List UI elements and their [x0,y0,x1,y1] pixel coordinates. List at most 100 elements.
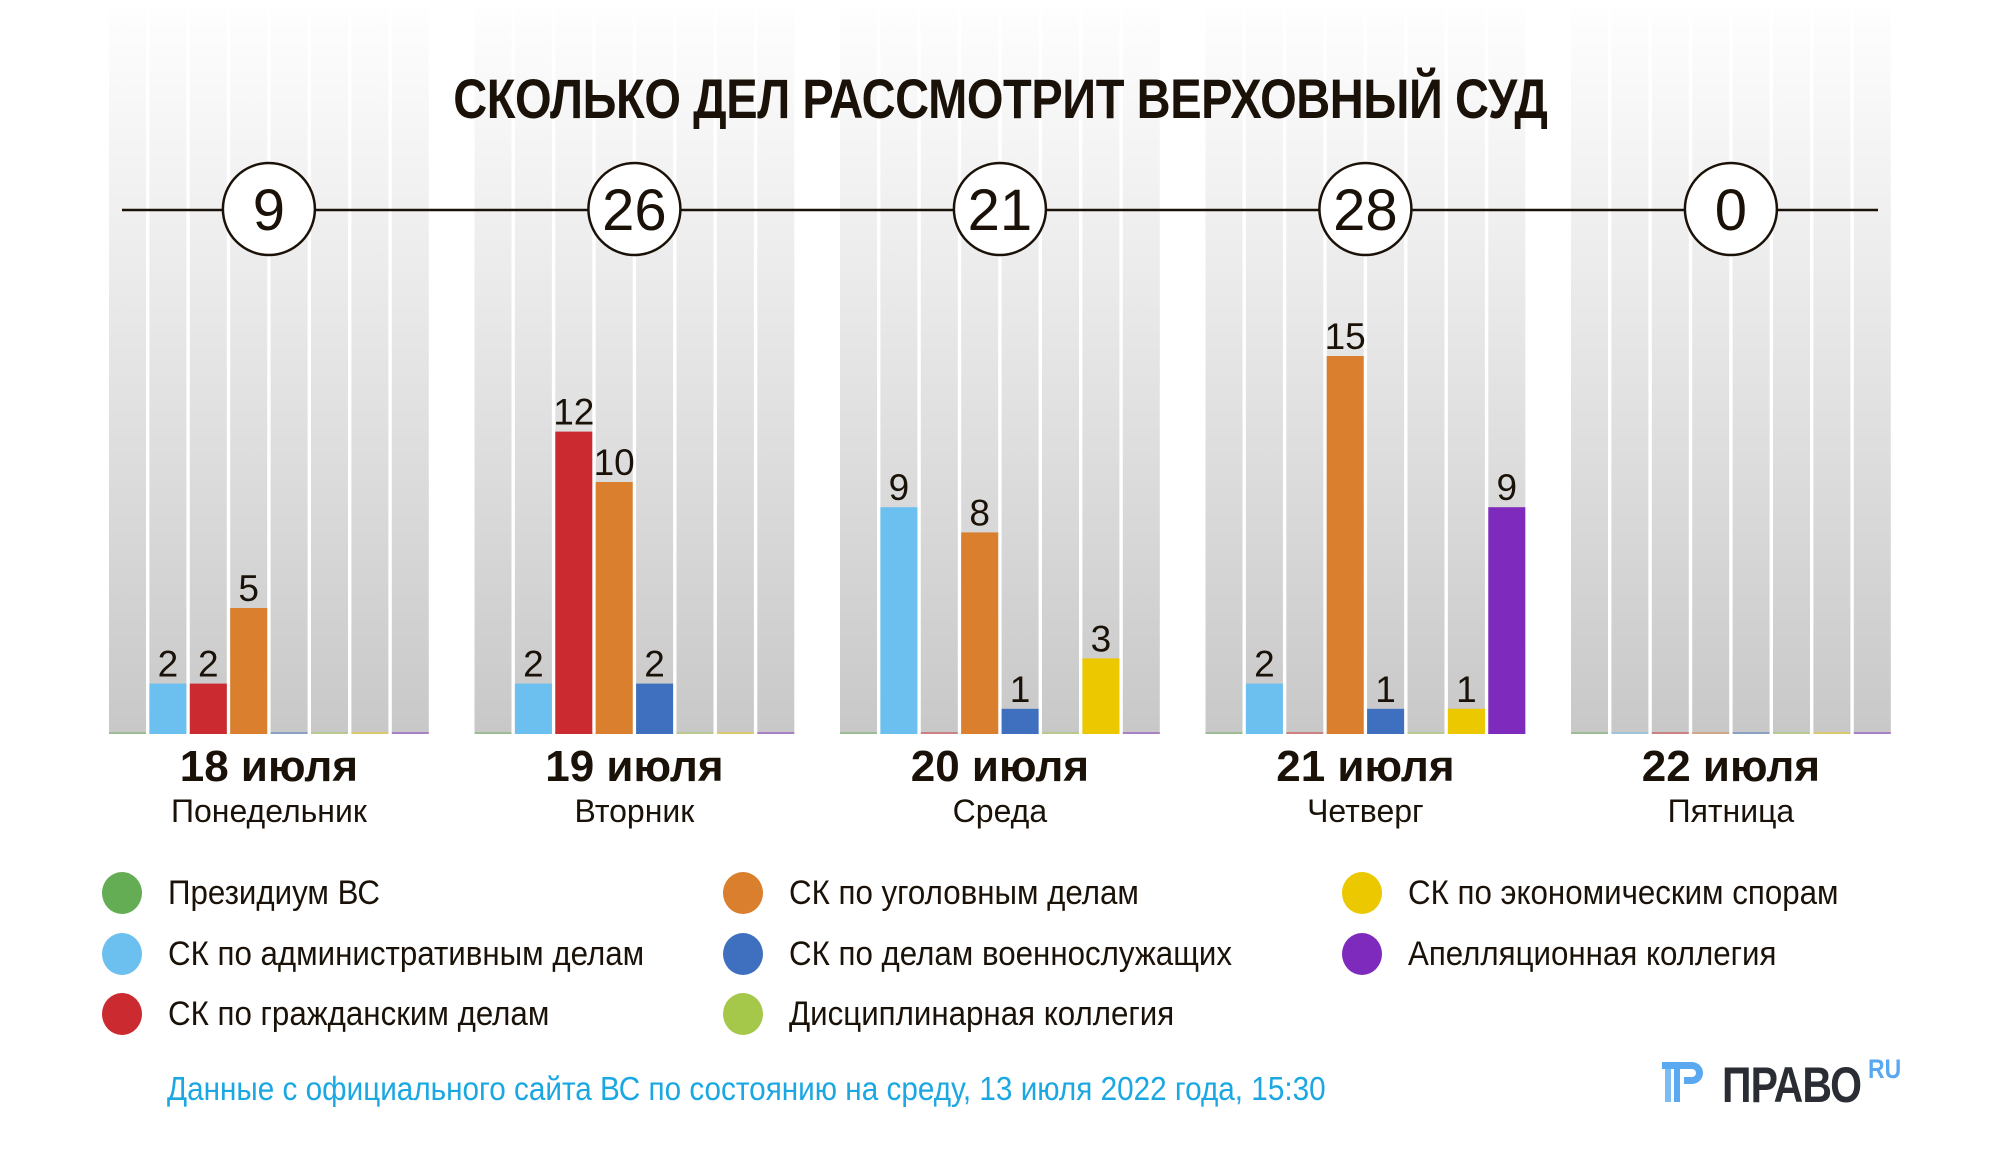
legend-color-dot-icon [1342,872,1382,914]
column-baseline [676,732,714,734]
column-baseline [840,732,877,734]
date-label: 21 июля [1276,742,1454,791]
column-background [1082,8,1120,734]
source-note: Данные с официального сайта ВС по состоя… [167,1070,1326,1107]
bar-value-label: 2 [644,644,665,685]
legend-label: Президиум ВС [168,873,381,912]
bar [1447,708,1485,734]
column-baseline [1407,732,1445,734]
column-background [149,8,187,734]
bar-value-label: 12 [553,392,594,433]
total-circle [221,161,317,257]
column-baseline [1571,732,1608,734]
legend-label: СК по административным делам [168,934,645,973]
column-background [189,8,227,734]
column-background [1205,8,1243,734]
column-baseline [474,732,512,734]
column-background [391,8,429,734]
legend-item: СК по экономическим спорам [1342,871,1876,915]
bar [149,683,187,734]
bar-value-label: 10 [594,442,635,483]
column-background [1407,8,1445,734]
bar [230,608,268,734]
pravo-ru-logo[interactable]: ПРАВО RU [1660,1054,1910,1113]
column-baseline [109,732,146,734]
legend-label: СК по уголовным делам [789,873,1139,912]
legend-item: СК по делам военнослужащих [723,932,1271,976]
column-background [636,8,674,734]
column-background [1122,8,1160,734]
date-label: 18 июля [180,742,358,791]
title-wrap: СКОЛЬКО ДЕЛ РАССМОТРИТ ВЕРХОВНЫЙ СУД [0,66,2000,131]
column-background [270,8,308,734]
column-background [1286,8,1324,734]
logo-text: ПРАВО [1722,1057,1862,1113]
column-baseline [270,732,308,734]
column-baseline [351,732,389,734]
column-baseline [1042,732,1079,734]
column-baseline [1853,732,1891,734]
legend-item: СК по гражданским делам [102,992,583,1036]
column-baseline [391,732,429,734]
bar [514,683,552,734]
bar-value-label: 9 [1497,467,1518,508]
column-background [474,8,512,734]
column-baseline [1651,732,1689,734]
column-baseline [311,732,348,734]
chart-title: СКОЛЬКО ДЕЛ РАССМОТРИТ ВЕРХОВНЫЙ СУД [452,67,1548,130]
total-circle [1683,161,1779,257]
column-background [311,8,348,734]
date-label: 20 июля [911,742,1089,791]
bar [636,683,674,734]
column-background [676,8,714,734]
bar [1245,683,1283,734]
pravo-logo-mark-icon [1662,1062,1703,1102]
column-background [1042,8,1079,734]
column-background [1651,8,1689,734]
column-baseline [1611,732,1649,734]
total-circle [1318,161,1413,257]
legend-label: СК по гражданским делам [168,994,550,1033]
bar-value-label: 8 [969,492,990,533]
bar [1082,658,1120,734]
column-baseline [920,732,958,734]
column-background [1447,8,1485,734]
bar [1367,708,1405,734]
bar [1326,356,1364,734]
total-circle [952,161,1048,257]
column-background [109,8,146,734]
column-baseline [1732,732,1770,734]
legend-label: Апелляционная коллегия [1408,934,1777,973]
total-count-label: 26 [602,178,667,243]
bar [961,532,999,734]
column-baseline [1692,732,1730,734]
legend-color-dot-icon [723,933,763,975]
column-background [1367,8,1405,734]
legend-label: СК по экономическим спорам [1408,873,1839,912]
bar [555,431,593,734]
bar [1001,708,1039,734]
bar [880,507,918,734]
column-background [1245,8,1283,734]
legend-color-dot-icon [102,993,142,1035]
legend-item: Апелляционная коллегия [1342,932,1808,976]
column-background [1853,8,1891,734]
bar-value-label: 1 [1456,669,1477,710]
logo-suffix: RU [1868,1054,1902,1084]
total-count-label: 0 [1715,178,1747,243]
total-count-label: 9 [253,178,285,243]
column-background [351,8,389,734]
column-background [1732,8,1770,734]
bar-value-label: 9 [889,467,910,508]
bar-value-label: 15 [1325,316,1366,357]
column-background [1813,8,1851,734]
column-background [716,8,754,734]
legend-item: СК по административным делам [102,932,686,976]
column-baseline [757,732,795,734]
bar-value-label: 5 [238,568,259,609]
legend-label: СК по делам военнослужащих [789,934,1233,973]
total-circle [587,161,682,257]
column-baseline [1773,732,1810,734]
